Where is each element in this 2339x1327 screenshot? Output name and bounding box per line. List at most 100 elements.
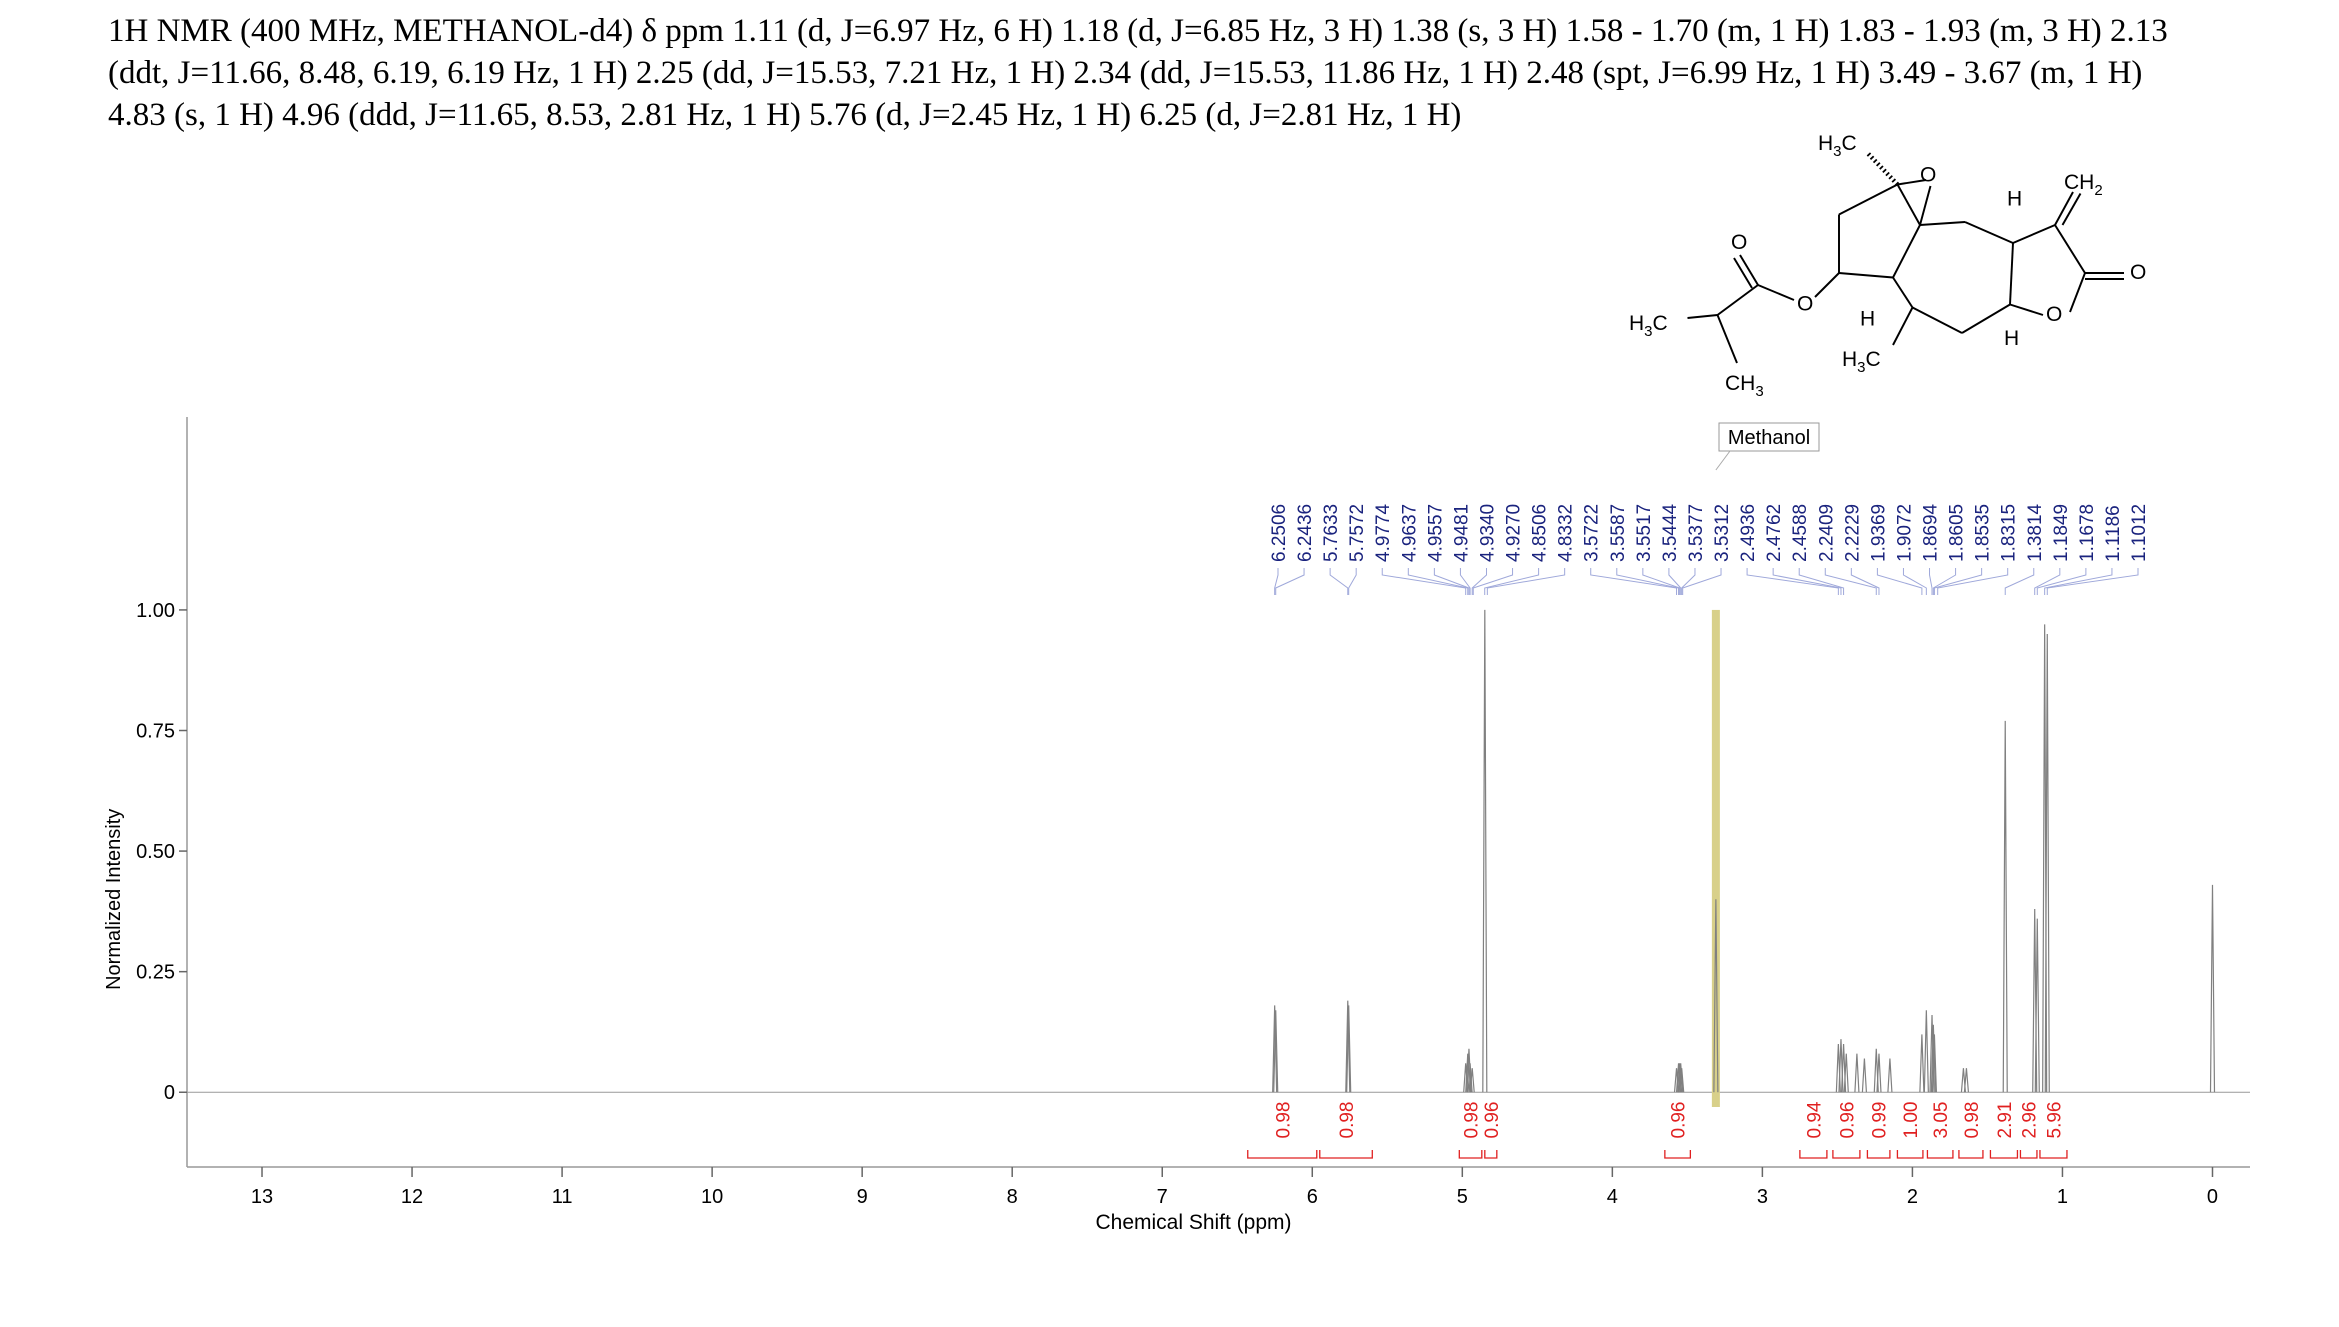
- peak: [2034, 918, 2040, 1093]
- peak-label: 6.2506: [1269, 504, 1290, 562]
- peak-leader: [1933, 568, 1983, 595]
- peak-leader: [1472, 568, 1514, 595]
- bond: [2009, 242, 2014, 305]
- peak-leader: [1274, 568, 1279, 595]
- peak-leader: [1486, 568, 1566, 595]
- peak-leader: [1824, 568, 1877, 595]
- integral-bracket: [1926, 1150, 1954, 1159]
- bond: [2012, 224, 2056, 244]
- y-tick-label: 0.75: [136, 721, 175, 743]
- peak-leader: [1681, 568, 1696, 595]
- peak-label: 3.5444: [1660, 503, 1681, 562]
- peak-label: 1.8535: [1973, 504, 1994, 562]
- solvent-box: [1718, 422, 1820, 452]
- peak: [1713, 899, 1719, 1093]
- peak-label: 2.4762: [1764, 504, 1785, 562]
- peak-label: 2.4588: [1790, 504, 1811, 562]
- peak-leader: [1746, 568, 1839, 595]
- peak: [1854, 1053, 1860, 1093]
- x-tick-label: 0: [2207, 1186, 2218, 1208]
- peak: [1345, 1000, 1351, 1093]
- integral-bracket: [1896, 1150, 1924, 1159]
- y-tick-label: 1.00: [136, 600, 175, 622]
- integral-bracket: [1958, 1150, 1984, 1159]
- peak-leader: [2044, 568, 2113, 595]
- integral-bracket: [1799, 1150, 1828, 1159]
- peak-label: 2.4936: [1738, 504, 1759, 562]
- peak: [1469, 1068, 1475, 1093]
- integral-label: 1.00: [1901, 1102, 1922, 1139]
- peak-leader: [1902, 568, 1927, 595]
- solvent-band: [1711, 609, 1720, 1107]
- peak-label: 1.1849: [2051, 504, 2072, 562]
- atom-label: O: [1920, 164, 1936, 187]
- bond: [1757, 284, 1795, 301]
- peak-leader: [1929, 568, 1933, 595]
- peak: [1930, 1024, 1936, 1093]
- peak-leader: [1682, 568, 1722, 595]
- peak-leader: [1772, 568, 1842, 595]
- bond: [1687, 314, 1718, 319]
- x-tick-label: 6: [1307, 1186, 1318, 1208]
- integral-label: 0.96: [1837, 1102, 1858, 1139]
- atom-label: H: [2007, 188, 2022, 211]
- peak-leader: [1275, 568, 1305, 595]
- integral-label: 0.96: [1669, 1102, 1690, 1139]
- integral-bracket: [1832, 1150, 1861, 1159]
- peak-label: 3.5377: [1686, 504, 1707, 562]
- peak-leader: [1798, 568, 1845, 595]
- atom-label: H3C: [1842, 348, 1881, 376]
- peak-leader: [1850, 568, 1880, 595]
- header-line: 4.83 (s, 1 H) 4.96 (ddd, J=11.65, 8.53, …: [108, 97, 1462, 133]
- bond: [1733, 257, 1753, 289]
- integral-bracket: [1989, 1150, 2019, 1159]
- peak-leader: [1433, 568, 1470, 595]
- x-tick-label: 3: [1757, 1186, 1768, 1208]
- bond: [1739, 254, 1759, 286]
- integral-bracket: [1866, 1150, 1891, 1159]
- bond: [1716, 314, 1738, 364]
- integral-label: 3.05: [1931, 1102, 1952, 1139]
- peak: [1679, 1068, 1685, 1093]
- peak: [1919, 1034, 1925, 1093]
- peak-leader: [1381, 568, 1467, 595]
- integral-bracket: [2039, 1150, 2068, 1159]
- x-tick-label: 7: [1157, 1186, 1168, 1208]
- bond: [1896, 184, 1921, 226]
- integral-bracket: [1664, 1150, 1692, 1159]
- peak-leader: [1459, 568, 1471, 595]
- peak-label: 3.5517: [1634, 504, 1655, 562]
- peak-label: 1.1012: [2129, 504, 2150, 562]
- peak: [1482, 609, 1488, 1093]
- y-axis-label: Normalized Intensity: [103, 809, 125, 990]
- peak-leader: [1484, 568, 1540, 595]
- x-tick-label: 5: [1457, 1186, 1468, 1208]
- bond: [1892, 276, 1914, 309]
- atom-label: H3C: [1629, 312, 1668, 340]
- bond: [2054, 191, 2074, 226]
- header-line: (ddt, J=11.66, 8.48, 6.19, 6.19 Hz, 1 H)…: [108, 55, 2143, 91]
- peak: [1272, 1005, 1278, 1093]
- peak-label: 1.1678: [2077, 504, 2098, 562]
- x-tick-label: 8: [1007, 1186, 1018, 1208]
- peak-label: 4.9481: [1451, 504, 1472, 562]
- integral-label: 0.96: [1482, 1102, 1503, 1139]
- integral-label: 0.98: [1962, 1102, 1983, 1139]
- peak-leader: [1590, 568, 1678, 595]
- peak-label: 2.2409: [1816, 504, 1837, 562]
- peak-label: 2.2229: [1842, 504, 1863, 562]
- peak: [1273, 1010, 1279, 1093]
- atom-label: O: [1797, 293, 1813, 316]
- x-tick-label: 11: [552, 1186, 573, 1208]
- bond: [2069, 272, 2086, 313]
- peak: [2002, 720, 2008, 1093]
- integral-label: 2.91: [1995, 1102, 2016, 1139]
- peak-leader: [1329, 568, 1349, 595]
- atom-label: O: [1731, 231, 1747, 254]
- bond: [1716, 284, 1759, 316]
- peak-leader: [1407, 568, 1469, 595]
- peak-label: 1.8315: [1999, 504, 2020, 562]
- integral-bracket: [2019, 1150, 2038, 1159]
- bond: [1838, 183, 1898, 216]
